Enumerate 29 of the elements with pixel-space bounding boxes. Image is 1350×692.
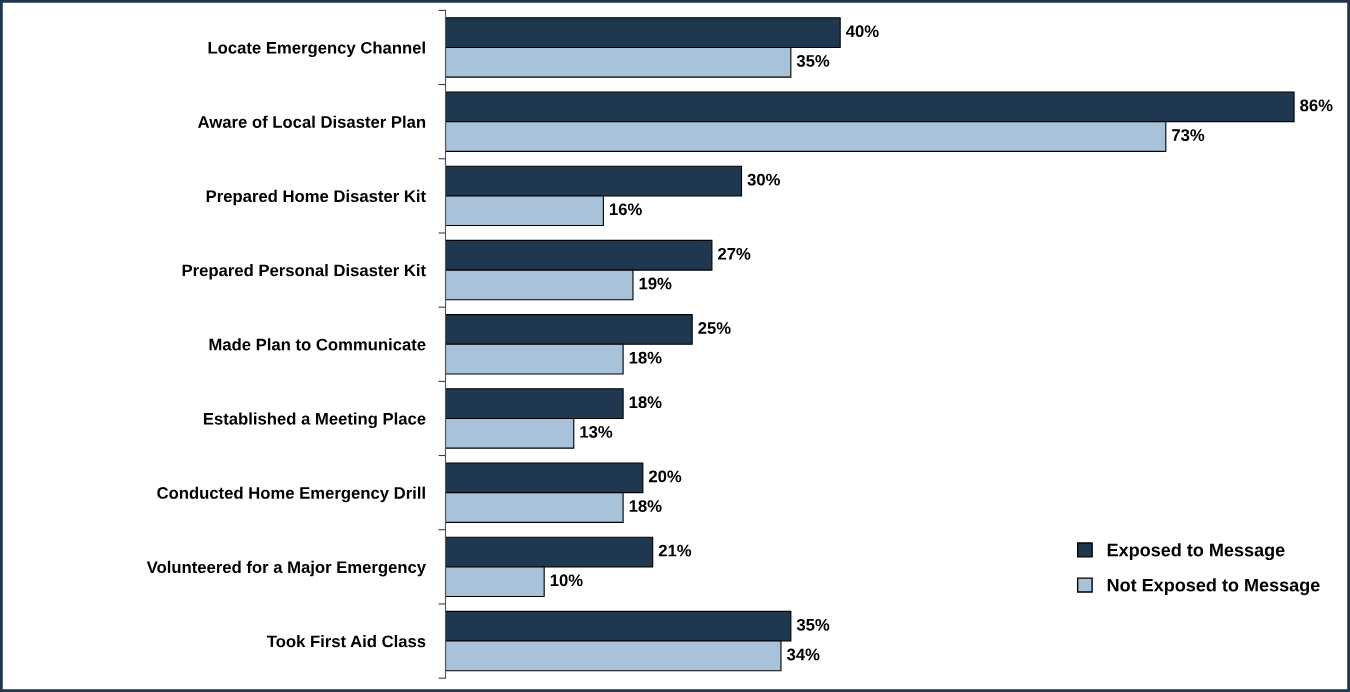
y-tick-label: Aware of Local Disaster Plan xyxy=(197,115,426,128)
data-label: 35% xyxy=(796,54,830,67)
y-tick-label: Locate Emergency Channel xyxy=(208,41,425,58)
y-tick-label: Volunteered for a Major Emergency xyxy=(146,560,426,577)
data-label: 16% xyxy=(609,203,642,216)
legend-label: Not Exposed to Message xyxy=(1107,578,1320,596)
data-label: 18% xyxy=(629,396,662,409)
data-label: 10% xyxy=(550,574,583,587)
y-tick-label: Prepared Home Disaster Kit xyxy=(206,189,426,206)
y-tick-label: Prepared Personal Disaster Kit xyxy=(182,264,426,280)
data-label: 13% xyxy=(580,425,613,438)
data-label: 25% xyxy=(698,322,731,334)
data-label: 73% xyxy=(1172,129,1205,142)
y-tick-label: Made Plan to Communicate xyxy=(209,338,426,351)
data-label: 40% xyxy=(845,25,879,38)
data-label: 18% xyxy=(629,500,662,512)
data-label: 27% xyxy=(718,247,751,260)
data-label: 35% xyxy=(796,618,830,631)
data-label: 20% xyxy=(648,470,682,483)
data-label: 19% xyxy=(639,277,672,290)
y-tick-label: Established a Meeting Place xyxy=(203,412,426,429)
y-tick-label: Took First Aid Class xyxy=(266,635,426,648)
data-label: 86% xyxy=(1300,99,1333,112)
legend-label: Exposed to Message xyxy=(1107,543,1285,561)
data-label: 21% xyxy=(658,544,692,557)
data-label: 30% xyxy=(747,173,780,186)
y-tick-label: Conducted Home Emergency Drill xyxy=(157,486,425,503)
data-label: 18% xyxy=(629,351,662,364)
data-label: 34% xyxy=(786,648,820,661)
